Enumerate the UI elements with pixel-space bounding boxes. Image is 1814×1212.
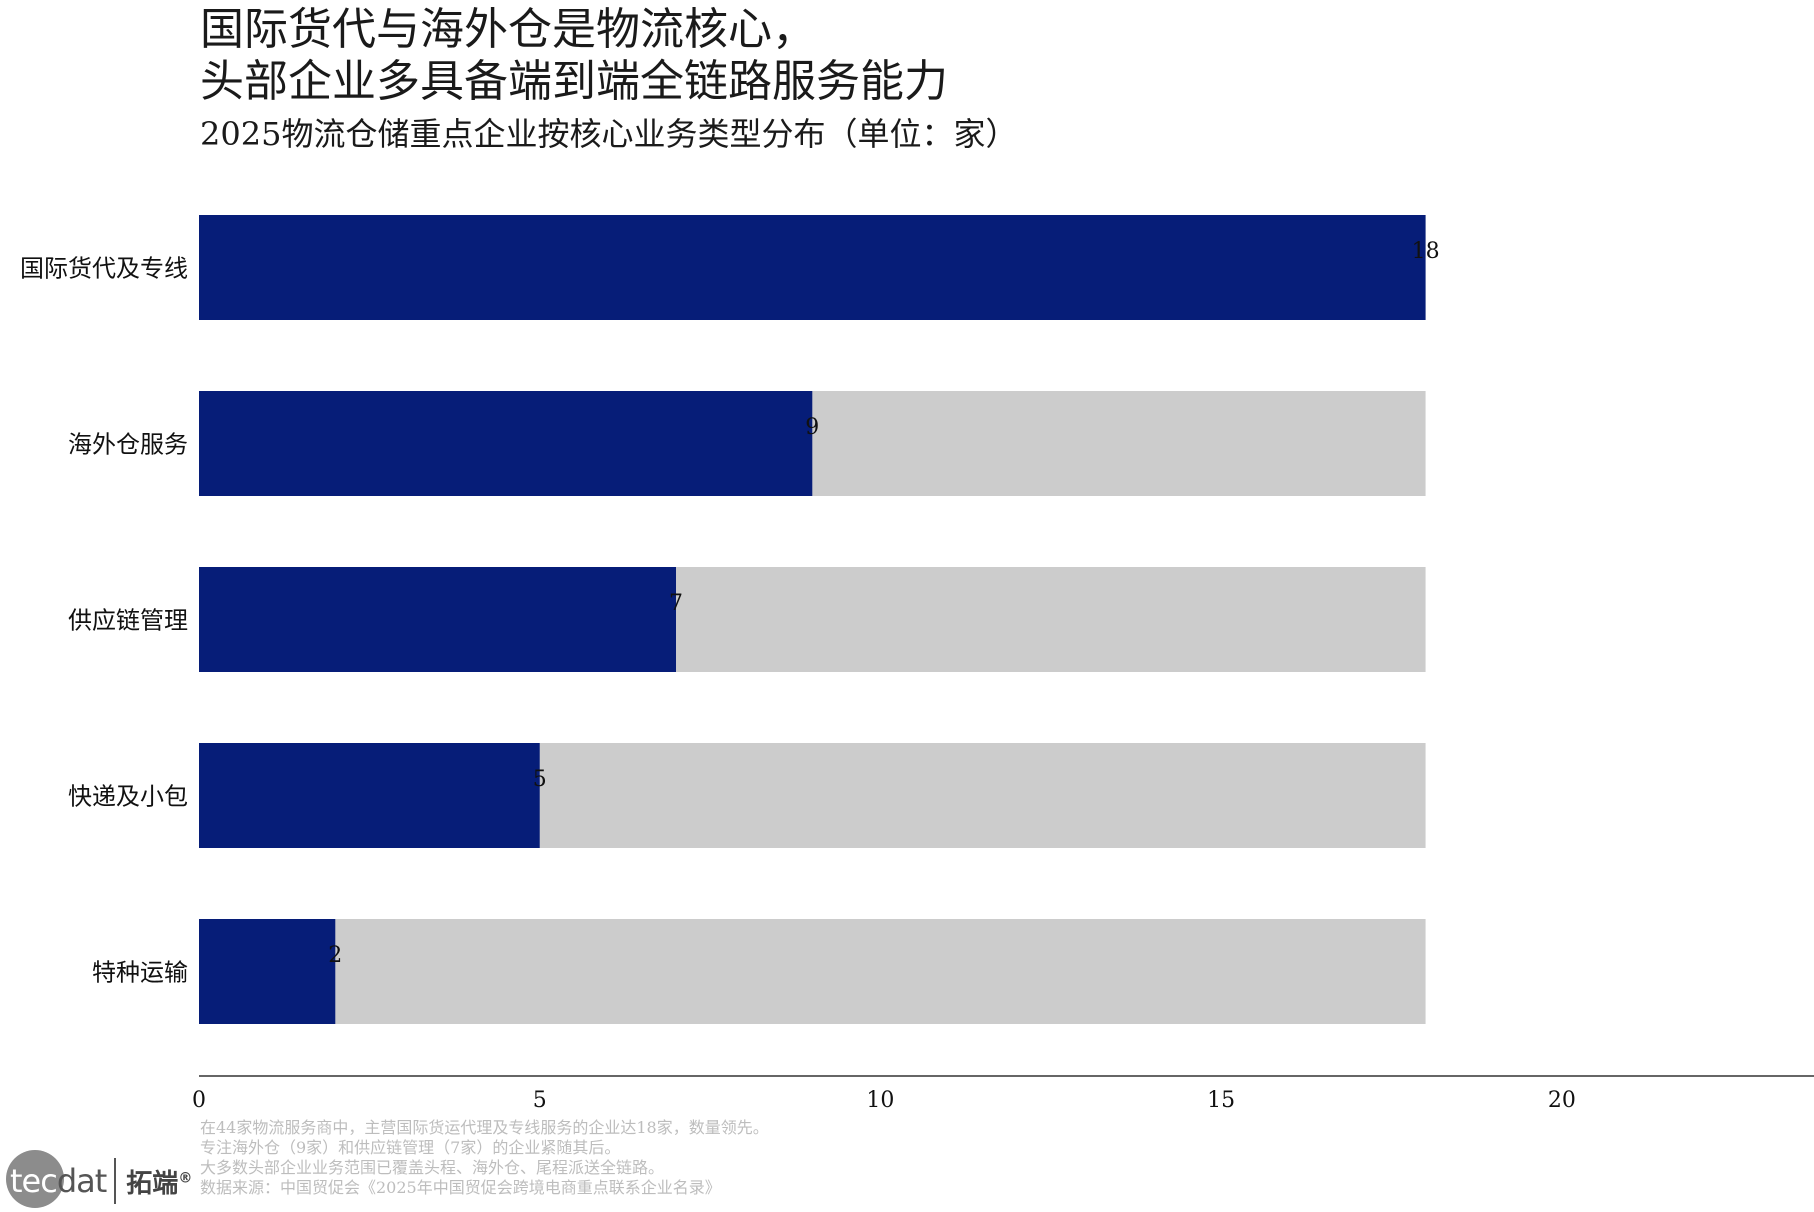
- data-label: 7: [669, 591, 683, 616]
- bar: [199, 743, 540, 848]
- chart-title-line-1: 国际货代与海外仓是物流核心，: [200, 4, 816, 55]
- bar-track: [199, 919, 1426, 1024]
- x-tick-label: 20: [1548, 1088, 1576, 1113]
- data-label: 9: [805, 415, 819, 440]
- category-label: 供应链管理: [68, 607, 188, 635]
- source-note: 数据来源：中国贸促会《2025年中国贸促会跨境电商重点联系企业名录》: [200, 1178, 721, 1197]
- x-tick-label: 5: [533, 1088, 547, 1113]
- logo-circle: [6, 1150, 64, 1208]
- note-line: 专注海外仓（9家）和供应链管理（7家）的企业紧随其后。: [200, 1138, 621, 1157]
- logo-cn-text: 拓端: [126, 1168, 179, 1199]
- logo-wordmark: tecdat: [4, 1162, 107, 1200]
- logo-prefix: tec: [10, 1162, 58, 1200]
- note-line: 在44家物流服务商中，主营国际货运代理及专线服务的企业达18家，数量领先。: [200, 1118, 769, 1137]
- x-tick-label: 15: [1207, 1088, 1235, 1113]
- category-label: 特种运输: [92, 959, 188, 987]
- title-block: 国际货代与海外仓是物流核心， 头部企业多具备端到端全链路服务能力 2025物流仓…: [200, 4, 1017, 154]
- chart-notes: 在44家物流服务商中，主营国际货运代理及专线服务的企业达18家，数量领先。 专注…: [200, 1118, 769, 1198]
- note-line: 大多数头部企业业务范围已覆盖头程、海外仓、尾程派送全链路。: [200, 1158, 665, 1177]
- logo-divider: [114, 1158, 117, 1204]
- registered-mark: ®: [178, 1169, 193, 1186]
- chart-title-line-2: 头部企业多具备端到端全链路服务能力: [200, 56, 948, 107]
- logo-suffix: dat: [56, 1162, 107, 1200]
- bar: [199, 567, 677, 672]
- category-label: 国际货代及专线: [20, 255, 188, 283]
- x-tick-label: 10: [866, 1088, 894, 1113]
- data-label: 5: [533, 767, 547, 792]
- category-label: 海外仓服务: [68, 431, 188, 459]
- data-label: 2: [328, 943, 342, 968]
- brand-logo: tecdat 拓端®: [4, 1150, 192, 1212]
- bar: [199, 215, 1426, 320]
- data-label: 18: [1412, 239, 1440, 264]
- category-label: 快递及小包: [68, 783, 188, 811]
- x-tick-label: 0: [192, 1088, 206, 1113]
- logo-chinese-name: 拓端®: [126, 1163, 192, 1200]
- chart-subtitle: 2025物流仓储重点企业按核心业务类型分布（单位：家）: [200, 115, 1018, 153]
- bar: [199, 391, 813, 496]
- bar: [199, 919, 336, 1024]
